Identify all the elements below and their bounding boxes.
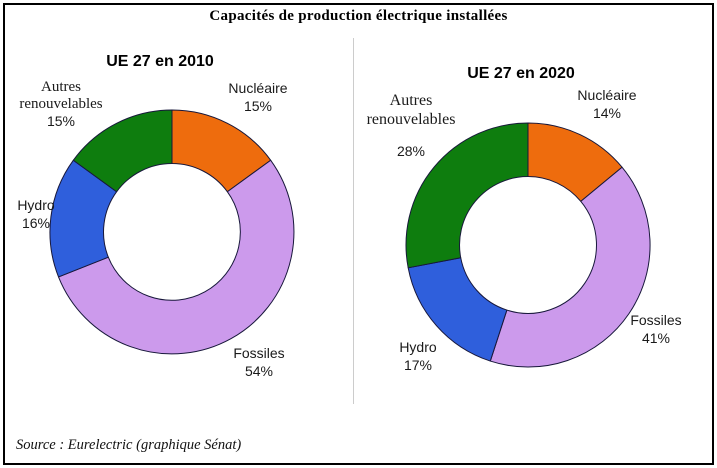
donut-ring-svg [405, 122, 651, 368]
slice-label-pct: 54% [244, 363, 274, 379]
slice-label-nucleaire-2020: Nucléaire 14% [577, 86, 636, 122]
slice-label-autres-renouvelables-2010: Autres renouvelables 15% [5, 79, 117, 130]
slice-label-fossiles-2010: Fossiles 54% [233, 344, 284, 380]
slice-label-text: Fossiles [233, 345, 285, 361]
donut-chart-2010 [48, 108, 296, 356]
slice-label-pct: 14% [592, 105, 622, 121]
slice-label-nucleaire-2010: Nucléaire 15% [228, 79, 287, 115]
figure-title: Capacités de production électrique insta… [209, 8, 508, 24]
slice-label-text: Autres renouvelables [19, 79, 103, 112]
chart-title-2010: UE 27 en 2010 [106, 53, 214, 71]
slice-label-pct: 15% [46, 113, 76, 129]
slice-label-text: Hydro [399, 339, 437, 355]
slice-label-text: Fossiles [630, 312, 682, 328]
slice-label-autres-renouvelables-2020: Autres renouvelables 28% [348, 91, 474, 161]
donut-chart-2020 [404, 121, 652, 369]
slice-label-fossiles-2020: Fossiles 41% [630, 311, 681, 347]
slice-label-text: Hydro [17, 197, 55, 213]
slice-label-pct: 41% [641, 330, 671, 346]
chart-title-2020: UE 27 en 2020 [467, 65, 575, 83]
panel-divider [353, 38, 354, 404]
slice-label-hydro-2020: Hydro 17% [399, 338, 436, 374]
slice-label-text: Nucléaire [577, 87, 637, 103]
figure-border [3, 3, 714, 465]
slice-label-text: Nucléaire [228, 80, 288, 96]
slice-label-hydro-2010: Hydro 16% [17, 196, 54, 232]
slice-label-text: Autres renouvelables [366, 92, 456, 128]
slice-label-pct: 16% [21, 215, 51, 231]
slice-label-pct: 28% [396, 143, 426, 159]
slice-label-pct: 15% [243, 98, 273, 114]
donut-ring-svg [49, 109, 295, 355]
slice-label-pct: 17% [403, 357, 433, 373]
source-caption: Source : Eurelectric (graphique Sénat) [16, 437, 242, 453]
